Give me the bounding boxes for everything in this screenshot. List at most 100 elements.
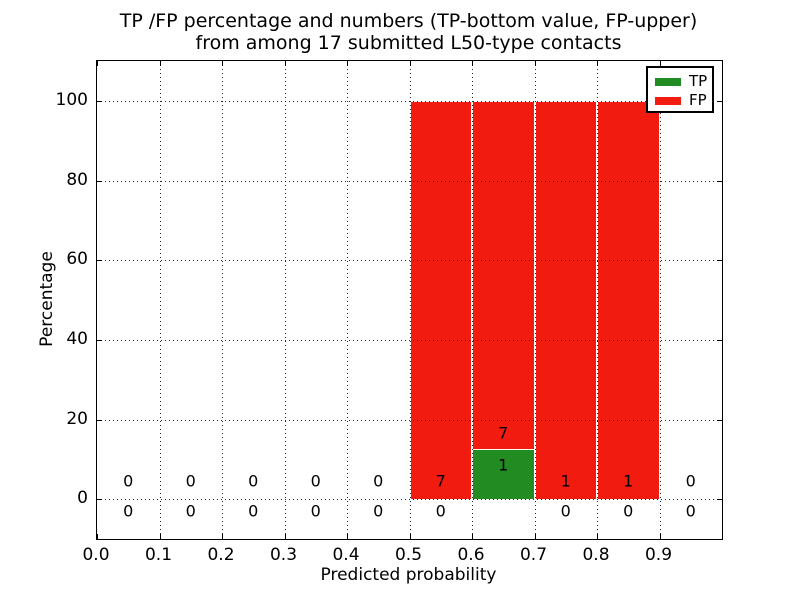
annotation-tp-count-0.25: 0 bbox=[248, 501, 259, 521]
x-tick-label-0.8: 0.8 bbox=[582, 545, 610, 565]
x-tick-bottom-0.6 bbox=[472, 534, 473, 539]
y-tick-left-80 bbox=[97, 181, 102, 182]
chart-title: TP /FP percentage and numbers (TP-bottom… bbox=[96, 10, 721, 54]
x-tick-top-0.4 bbox=[347, 61, 348, 66]
x-tick-bottom-0.2 bbox=[222, 534, 223, 539]
annotation-fp-count-0.15: 0 bbox=[185, 471, 196, 491]
annotation-tp-count-0.05: 0 bbox=[123, 501, 134, 521]
x-tick-bottom-0.4 bbox=[347, 534, 348, 539]
y-tick-label-40: 40 bbox=[66, 329, 88, 349]
x-tick-bottom-0.1 bbox=[160, 534, 161, 539]
y-tick-right-100 bbox=[717, 101, 722, 102]
x-tick-bottom-0.3 bbox=[285, 534, 286, 539]
gridline-x-0.6 bbox=[472, 61, 473, 539]
x-tick-bottom-0.8 bbox=[597, 534, 598, 539]
annotation-tp-count-0.75: 0 bbox=[560, 501, 571, 521]
y-tick-left-40 bbox=[97, 340, 102, 341]
x-tick-top-0 bbox=[97, 61, 98, 66]
gridline-x-0.8 bbox=[597, 61, 598, 539]
tp-legend-swatch bbox=[655, 77, 681, 86]
annotation-tp-count-0.55: 0 bbox=[435, 501, 446, 521]
y-tick-label-80: 80 bbox=[66, 170, 88, 190]
gridline-x-0.1 bbox=[160, 61, 161, 539]
bar-fp-0.65 bbox=[472, 101, 535, 449]
annotation-fp-count-0.45: 0 bbox=[373, 471, 384, 491]
plot-area: 0 0 0 0 0 0 0 0 0 0 7 0 7 1 1 0 1 0 0 0 bbox=[96, 60, 723, 540]
tp-legend-label: TP bbox=[689, 72, 708, 90]
gridline-y-40 bbox=[97, 340, 722, 341]
annotation-fp-count-0.65: 7 bbox=[498, 423, 509, 443]
annotation-fp-count-0.35: 0 bbox=[310, 471, 321, 491]
annotation-tp-count-0.85: 0 bbox=[623, 501, 634, 521]
gridline-x-0.7 bbox=[535, 61, 536, 539]
y-tick-left-100 bbox=[97, 101, 102, 102]
bar-fp-0.55 bbox=[410, 101, 472, 499]
gridline-y-100 bbox=[97, 101, 722, 102]
y-tick-label-60: 60 bbox=[66, 249, 88, 269]
y-tick-right-80 bbox=[717, 181, 722, 182]
y-tick-right-20 bbox=[717, 420, 722, 421]
annotation-fp-count-0.75: 1 bbox=[560, 471, 571, 491]
x-tick-label-0.6: 0.6 bbox=[457, 545, 485, 565]
gridline-x-0.2 bbox=[222, 61, 223, 539]
x-tick-label-0.0: 0.0 bbox=[82, 545, 110, 565]
annotation-tp-count-0.45: 0 bbox=[373, 501, 384, 521]
y-tick-right-0 bbox=[717, 499, 722, 500]
x-tick-top-0.2 bbox=[222, 61, 223, 66]
gridline-x-0.3 bbox=[285, 61, 286, 539]
fp-legend-label: FP bbox=[689, 91, 707, 109]
y-tick-label-0: 0 bbox=[77, 488, 88, 508]
annotation-fp-count-0.25: 0 bbox=[248, 471, 259, 491]
gridline-y-80 bbox=[97, 181, 722, 182]
bar-fp-0.85 bbox=[597, 101, 660, 499]
x-tick-bottom-0.5 bbox=[410, 534, 411, 539]
y-tick-right-60 bbox=[717, 260, 722, 261]
x-tick-top-0.6 bbox=[472, 61, 473, 66]
x-axis-label: Predicted probability bbox=[320, 565, 497, 585]
y-tick-label-20: 20 bbox=[66, 409, 88, 429]
y-tick-left-20 bbox=[97, 420, 102, 421]
x-tick-bottom-0 bbox=[97, 534, 98, 539]
x-tick-top-0.8 bbox=[597, 61, 598, 66]
annotation-tp-count-0.95: 0 bbox=[685, 501, 696, 521]
gridline-y-60 bbox=[97, 260, 722, 261]
chart-title-line2: from among 17 submitted L50-type contact… bbox=[195, 32, 622, 54]
bar-fp-0.75 bbox=[535, 101, 597, 499]
gridline-x-0.4 bbox=[347, 61, 348, 539]
annotation-fp-count-0.95: 0 bbox=[685, 471, 696, 491]
x-tick-label-0.3: 0.3 bbox=[269, 545, 298, 565]
annotation-tp-count-0.65: 1 bbox=[498, 455, 509, 475]
x-tick-label-0.5: 0.5 bbox=[394, 545, 423, 565]
legend-item-tp: TP bbox=[655, 72, 712, 91]
legend-item-fp: FP bbox=[655, 91, 712, 110]
gridline-y-0 bbox=[97, 499, 722, 500]
x-tick-bottom-0.9 bbox=[660, 534, 661, 539]
gridline-x-0.5 bbox=[410, 61, 411, 539]
fp-legend-swatch bbox=[655, 96, 681, 105]
y-tick-left-0 bbox=[97, 499, 102, 500]
y-tick-label-100: 100 bbox=[55, 90, 88, 110]
x-tick-top-0.9 bbox=[660, 61, 661, 66]
bar-tp-0.65 bbox=[472, 449, 535, 499]
gridline-x-0.9 bbox=[660, 61, 661, 539]
annotation-fp-count-0.55: 7 bbox=[435, 471, 446, 491]
x-tick-label-0.1: 0.1 bbox=[144, 545, 173, 565]
x-tick-label-0.9: 0.9 bbox=[644, 545, 673, 565]
chart-title-line1: TP /FP percentage and numbers (TP-bottom… bbox=[119, 10, 698, 32]
x-tick-top-0.1 bbox=[160, 61, 161, 66]
x-tick-label-0.7: 0.7 bbox=[519, 545, 548, 565]
annotation-fp-count-0.85: 1 bbox=[623, 471, 634, 491]
x-tick-top-0.5 bbox=[410, 61, 411, 66]
x-tick-bottom-0.7 bbox=[535, 534, 536, 539]
legend: TP FP bbox=[646, 66, 714, 113]
annotation-tp-count-0.15: 0 bbox=[185, 501, 196, 521]
annotation-fp-count-0.05: 0 bbox=[123, 471, 134, 491]
x-tick-label-0.4: 0.4 bbox=[332, 545, 360, 565]
gridline-y-20 bbox=[97, 420, 722, 421]
x-tick-top-0.7 bbox=[535, 61, 536, 66]
y-tick-left-60 bbox=[97, 260, 102, 261]
x-tick-label-0.2: 0.2 bbox=[207, 545, 235, 565]
y-tick-right-40 bbox=[717, 340, 722, 341]
x-tick-top-0.3 bbox=[285, 61, 286, 66]
